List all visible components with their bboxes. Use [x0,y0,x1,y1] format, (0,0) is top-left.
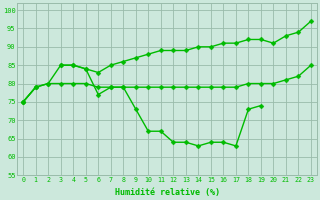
X-axis label: Humidité relative (%): Humidité relative (%) [115,188,220,197]
